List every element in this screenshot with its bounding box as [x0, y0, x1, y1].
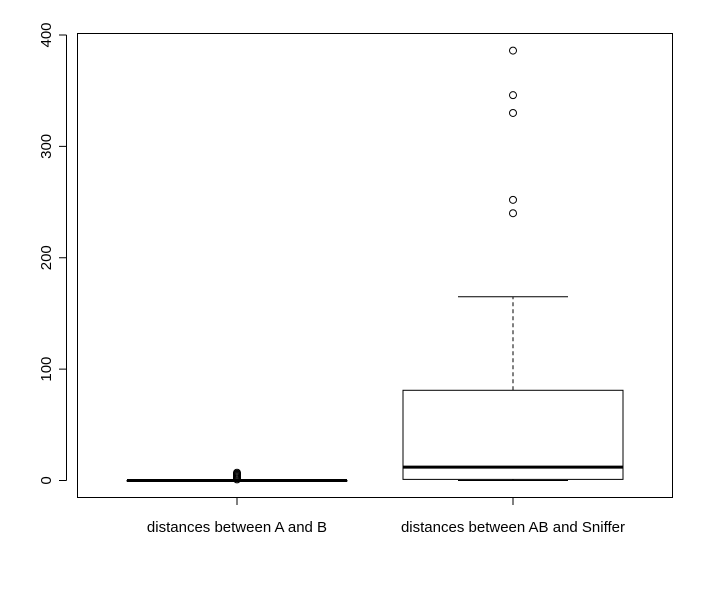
- y-tick-label: 0: [38, 476, 55, 484]
- y-tick-label: 400: [38, 22, 55, 47]
- iqr-box: [402, 389, 624, 480]
- outlier-point: [509, 108, 517, 117]
- outlier-point: [509, 209, 517, 218]
- outlier-point: [233, 468, 241, 477]
- x-category-label: distances between AB and Sniffer: [401, 519, 625, 536]
- y-tick-label: 200: [38, 245, 55, 270]
- y-tick-label: 100: [38, 357, 55, 382]
- y-tick-label: 300: [38, 134, 55, 159]
- plot-frame: [77, 33, 673, 498]
- outlier-point: [509, 195, 517, 204]
- outlier-point: [509, 91, 517, 100]
- outlier-point: [509, 46, 517, 55]
- x-category-label: distances between A and B: [147, 519, 327, 536]
- plot-layer: 0 100 200 300 400 distances between A and B di…: [38, 22, 673, 536]
